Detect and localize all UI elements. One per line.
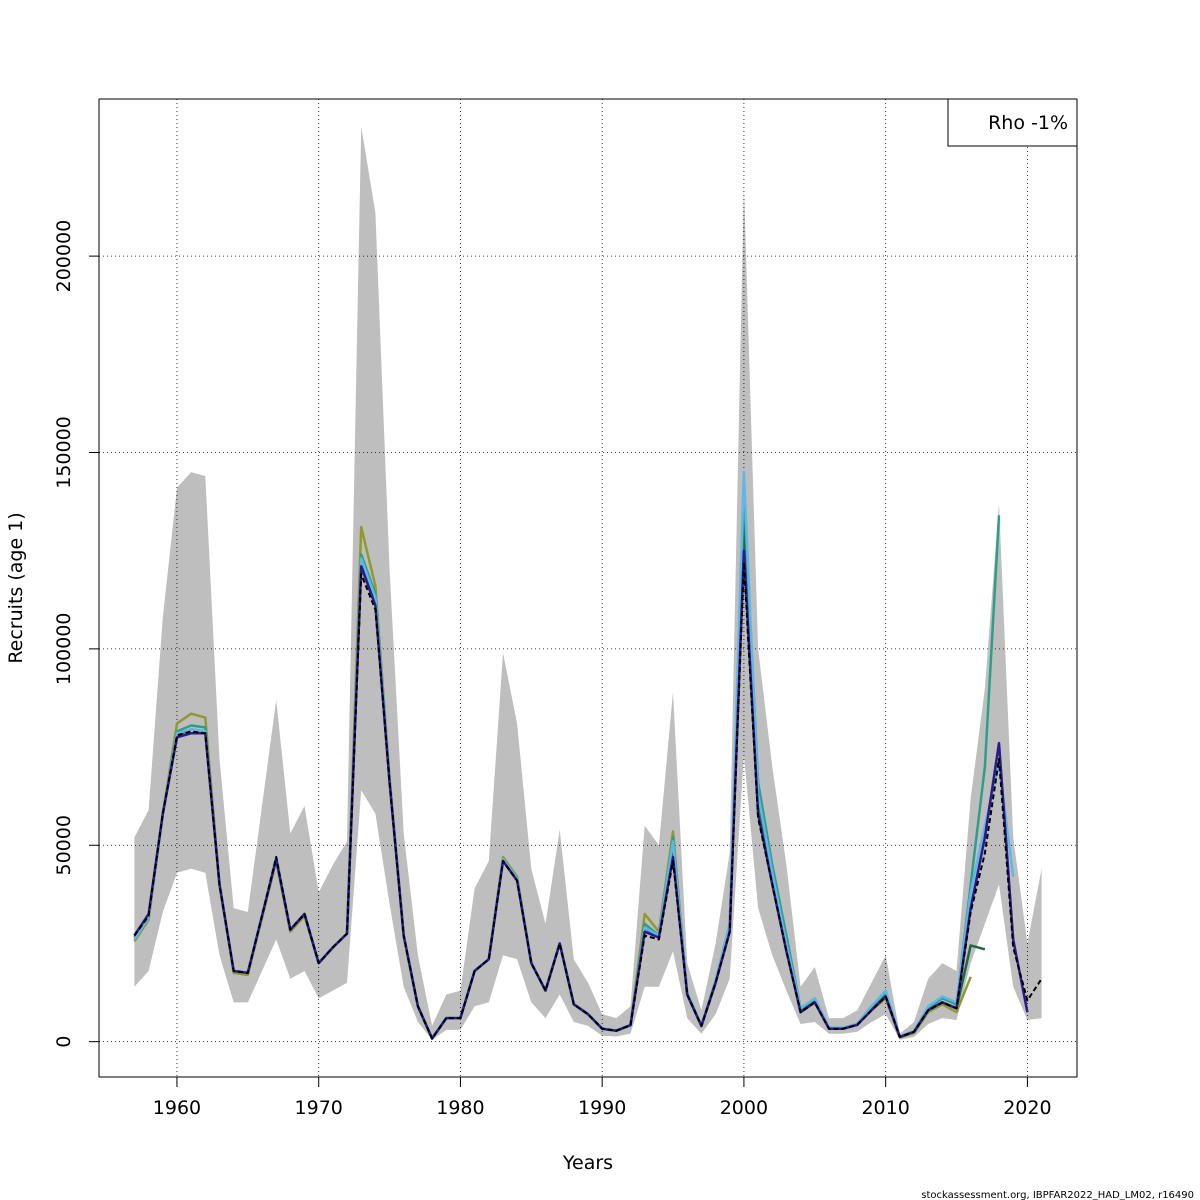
y-tick-label: 50000 [53, 815, 75, 875]
confidence-band [134, 126, 1042, 1040]
grid-layer [99, 99, 1077, 1077]
x-axis-title: Years [562, 1152, 613, 1174]
footer-credit: stockassessment.org, IBPFAR2022_HAD_LM02… [921, 1190, 1194, 1200]
series-layer [133, 470, 1043, 1040]
legend-box [947, 98, 1078, 147]
x-tick-label: 2020 [1003, 1097, 1051, 1119]
y-tick-label: 200000 [53, 220, 75, 293]
series-line-run-2021 [133, 561, 1043, 1040]
y-tick-label: 100000 [53, 613, 75, 686]
x-tick-label: 1960 [153, 1097, 201, 1119]
legend-text: Rho -1% [988, 112, 1068, 134]
x-axis: 1960 1970 1980 1990 2000 2010 2020 [153, 1076, 1052, 1119]
y-tick-label: 0 [53, 1036, 75, 1048]
x-tick-label: 1990 [578, 1097, 626, 1119]
x-tick-label: 2010 [861, 1097, 909, 1119]
legend: Rho -1% [947, 98, 1078, 147]
x-tick-label: 1980 [436, 1097, 484, 1119]
confidence-band-layer [134, 126, 1042, 1040]
x-tick-label: 1970 [295, 1097, 343, 1119]
series-line-run-2020 [133, 549, 1029, 1040]
y-axis: 0 50000 100000 150000 200000 [53, 220, 100, 1048]
y-axis-title: Recruits (age 1) [5, 512, 27, 663]
y-tick-label: 150000 [53, 416, 75, 489]
x-tick-label: 2000 [720, 1097, 768, 1119]
